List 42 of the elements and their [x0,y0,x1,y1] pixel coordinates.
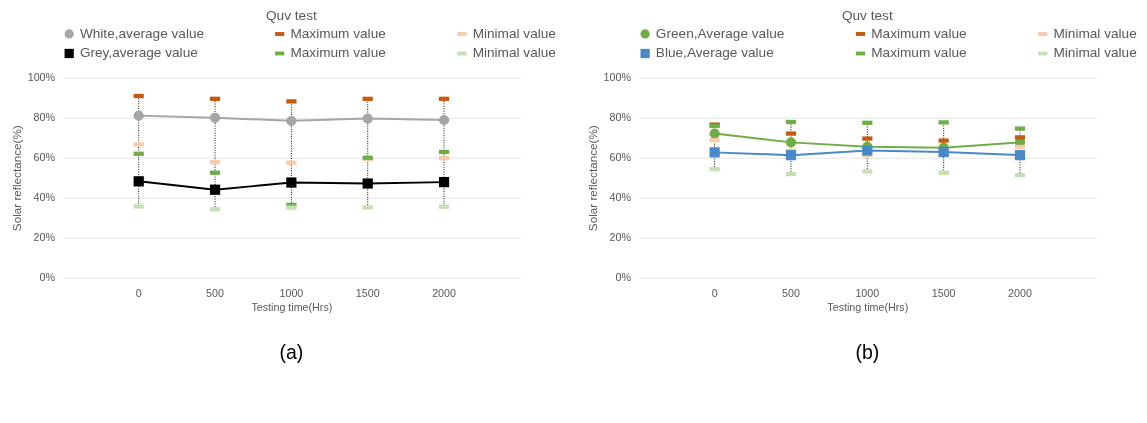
legend-label: Grey,average value [79,45,198,61]
y-tick-label: 40% [609,191,632,204]
y-tick-label: 80% [609,111,632,124]
x-tick-label: 0 [711,286,718,299]
y-tick-label: 40% [33,191,56,204]
legend-label: Maximum value [871,25,967,41]
x-tick-label: 2000 [1008,286,1032,299]
chart-title: Quv test [841,8,893,24]
y-axis-title: Solar reflectance(%) [9,125,23,232]
legend-label: Green,Average value [655,25,785,41]
x-tick-label: 1000 [855,286,880,299]
y-tick-label: 0% [615,271,632,284]
x-tick-label: 2000 [432,286,456,299]
chart-title: Quv test [266,8,317,24]
text: (a) [279,341,304,364]
y-tick-label: 60% [33,151,56,164]
legend-label: Minimal value [472,25,556,41]
legend-label: Minimal value [1053,45,1137,61]
y-tick-label: 20% [609,231,632,244]
x-tick-label: 500 [206,286,225,299]
legend-label: Maximum value [871,45,967,61]
legend-label: Minimal value [472,45,556,61]
legend-label: White,average value [79,25,205,41]
y-tick-label: 0% [39,271,56,284]
text: (b) [855,341,880,364]
y-tick-label: 100% [27,71,56,84]
y-tick-label: 80% [33,111,56,124]
legend-label: Minimal value [1053,25,1137,41]
y-tick-label: 60% [609,151,632,164]
x-tick-label: 0 [135,286,142,299]
x-tick-label: 1500 [355,286,380,299]
x-axis-title: Testing time(Hrs) [251,301,333,314]
legend-label: Maximum value [290,25,386,41]
x-axis-title: Testing time(Hrs) [827,301,909,314]
legend-label: Blue,Average value [655,45,774,61]
y-tick-label: 20% [33,231,56,244]
y-tick-label: 100% [603,71,632,84]
legend-label: Maximum value [290,45,386,61]
x-tick-label: 1500 [931,286,956,299]
x-tick-label: 1000 [279,286,304,299]
y-axis-title: Solar reflectance(%) [585,125,599,232]
x-tick-label: 500 [782,286,800,299]
